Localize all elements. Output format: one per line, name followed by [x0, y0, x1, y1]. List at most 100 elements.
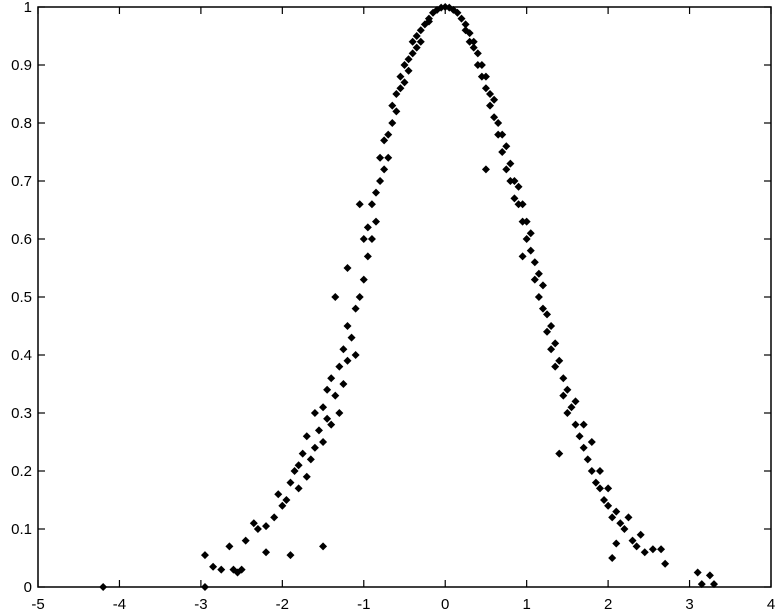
data-point [502, 142, 511, 151]
data-point [705, 571, 714, 580]
data-point [367, 200, 376, 209]
data-point [310, 409, 319, 417]
data-point [404, 66, 413, 75]
x-tick-label: 3 [685, 596, 693, 613]
data-point [620, 525, 629, 533]
data-point [388, 119, 397, 127]
data-point [404, 55, 413, 64]
data-point [335, 409, 344, 417]
data-point [461, 20, 470, 29]
data-point [237, 565, 246, 574]
data-point [392, 107, 401, 116]
data-point [339, 380, 348, 388]
data-point [241, 536, 250, 545]
data-point [526, 229, 535, 238]
data-point [371, 217, 380, 226]
data-point [327, 374, 336, 383]
data-point [559, 391, 568, 400]
data-point [551, 339, 560, 348]
data-point [510, 177, 519, 185]
data-point [543, 310, 552, 319]
data-point [319, 542, 328, 551]
data-point [331, 391, 340, 400]
x-tick-label: -5 [31, 596, 44, 613]
x-tick-label: 2 [604, 596, 612, 613]
data-point [359, 235, 368, 243]
data-point [209, 562, 218, 571]
data-point [294, 461, 303, 470]
data-point [249, 519, 258, 528]
axis-ticks: -5 -4 -3 -2 -1 0 1 2 3 4 0 0.1 0.2 0.3 0.4 0.5 0.6 0.7 0.8… [11, 0, 775, 613]
data-point [522, 235, 531, 243]
data-point [262, 548, 271, 557]
data-point [262, 522, 271, 531]
data-point [335, 362, 344, 371]
data-point [200, 551, 209, 560]
data-point [579, 420, 588, 429]
data-point [563, 409, 572, 417]
data-point [547, 345, 556, 354]
data-point [709, 580, 718, 589]
y-tick-label: 0.6 [11, 231, 32, 248]
x-tick-label: -2 [276, 596, 289, 613]
data-point [538, 304, 547, 313]
x-tick-label: 0 [441, 596, 449, 613]
data-point [506, 177, 515, 185]
data-point [583, 455, 592, 464]
data-point [200, 583, 209, 591]
data-point [477, 61, 486, 69]
data-point [587, 438, 596, 446]
data-point [465, 37, 474, 46]
y-tick-label: 0.4 [11, 347, 32, 364]
data-point [392, 90, 401, 98]
data-point [571, 420, 580, 429]
data-point [640, 548, 649, 557]
data-point [351, 304, 360, 313]
data-point [400, 61, 409, 69]
data-point [648, 545, 657, 554]
data-point [538, 281, 547, 290]
data-point [380, 136, 389, 145]
data-point [302, 432, 311, 441]
data-point [506, 159, 515, 168]
data-point [347, 333, 356, 342]
data-point [457, 14, 466, 23]
data-point [355, 293, 364, 301]
data-point [551, 362, 560, 371]
data-point [481, 84, 490, 93]
data-point [571, 397, 580, 406]
data-point [424, 17, 433, 26]
data-point [604, 501, 613, 510]
data-point [530, 258, 539, 267]
data-point [604, 484, 613, 493]
data-point [453, 8, 462, 17]
data-point [530, 275, 539, 284]
data-point [555, 449, 564, 458]
y-tick-label: 1 [24, 0, 32, 16]
data-point [624, 513, 633, 522]
data-point [355, 200, 364, 209]
data-point [486, 90, 495, 98]
x-tick-label: -3 [194, 596, 207, 613]
data-point [595, 467, 604, 475]
data-point [306, 455, 315, 464]
data-point [518, 217, 527, 226]
y-tick-label: 0.2 [11, 463, 32, 480]
x-tick-label: -4 [113, 596, 126, 613]
data-point [359, 275, 368, 284]
data-point [490, 113, 499, 122]
data-point [473, 49, 482, 58]
data-point [274, 490, 283, 499]
data-point [600, 496, 609, 504]
data-point [616, 519, 625, 528]
data-point [534, 269, 543, 278]
data-point [282, 496, 291, 504]
data-point [498, 130, 507, 139]
data-point [286, 551, 295, 560]
data-point [514, 182, 523, 191]
data-point [518, 252, 527, 261]
data-point [416, 26, 425, 35]
data-point [693, 568, 702, 577]
data-point [327, 420, 336, 429]
